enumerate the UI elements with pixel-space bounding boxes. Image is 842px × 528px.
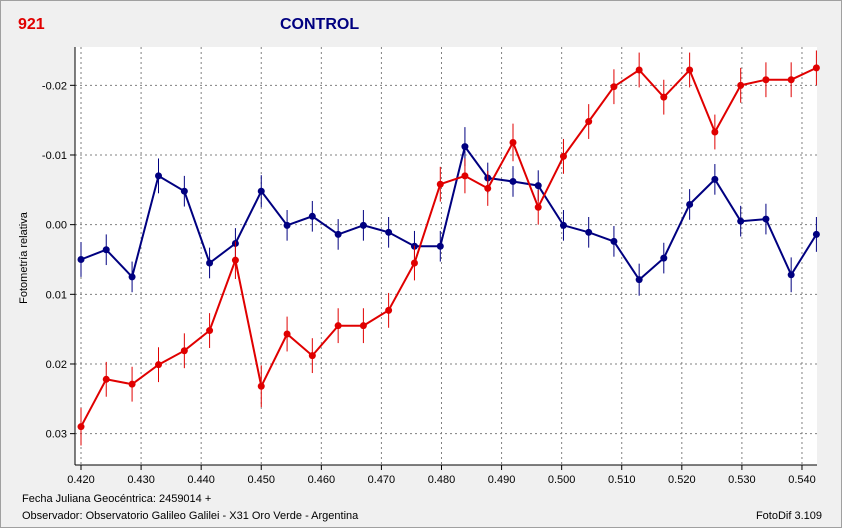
series-1-point: [737, 217, 745, 225]
series-1-point: [711, 175, 719, 183]
series-2-point: [410, 259, 418, 267]
x-tick-label: 0.510: [608, 474, 636, 486]
series-2-point: [102, 375, 110, 383]
julian-date-label: Fecha Juliana Geocéntrica: 2459014 +: [22, 493, 212, 505]
series-2-point: [737, 81, 745, 89]
series-1-point: [660, 254, 668, 262]
series-2-point: [155, 361, 163, 369]
series-2-point: [534, 203, 542, 211]
y-tick-label: -0.02: [42, 80, 67, 92]
y-tick-label: 0.03: [46, 429, 67, 441]
y-tick-label: 0.01: [46, 289, 67, 301]
series-2-point: [359, 322, 367, 330]
series-2-point: [812, 64, 820, 72]
series-2-point: [787, 76, 795, 84]
series-1-point: [585, 228, 593, 236]
series-2-point: [334, 322, 342, 330]
x-tick-label: 0.500: [548, 474, 576, 486]
series-1-point: [534, 182, 542, 190]
series-1-point: [635, 276, 643, 284]
plot-background: [75, 47, 817, 465]
object-id: 921: [18, 16, 45, 33]
series-2-point: [660, 93, 668, 101]
y-tick-label: 0.00: [46, 220, 67, 232]
software-version: FotoDif 3.109: [755, 510, 822, 522]
x-tick-label: 0.450: [247, 474, 275, 486]
series-1-point: [686, 200, 694, 208]
series-1-point: [334, 230, 342, 238]
series-2-point: [206, 327, 214, 335]
series-2-point: [436, 180, 444, 188]
series-2-line: [80, 66, 817, 428]
series-1-point: [77, 255, 85, 263]
x-tick-label: 0.490: [488, 474, 516, 486]
series-2-point: [484, 184, 492, 192]
series-2-point: [385, 306, 393, 314]
series-2-point: [762, 76, 770, 84]
series-1-point: [610, 237, 618, 245]
series-1-point: [787, 271, 795, 279]
series-2-point: [180, 347, 188, 355]
series-1-point: [180, 187, 188, 195]
series-2-point: [77, 423, 85, 431]
series-1-point: [206, 259, 214, 267]
series-2-point: [231, 256, 239, 264]
series-2-point: [711, 128, 719, 136]
series-1-point: [509, 177, 517, 185]
series-2-point: [308, 352, 316, 360]
series-2-point: [461, 172, 469, 180]
series-1-point: [359, 221, 367, 229]
series-2-point: [635, 66, 643, 74]
series-1-point: [436, 242, 444, 250]
series-2-point: [509, 138, 517, 146]
series-1-point: [155, 172, 163, 180]
series-1-point: [762, 215, 770, 223]
series-1-point: [128, 273, 136, 281]
series-1-point: [308, 212, 316, 220]
series-1-point: [385, 228, 393, 236]
observer-label: Observador: Observatorio Galileo Galilei…: [22, 510, 359, 522]
chart-title: CONTROL: [280, 16, 360, 33]
x-tick-label: 0.420: [67, 474, 95, 486]
x-tick-label: 0.430: [127, 474, 155, 486]
y-tick-label: 0.02: [46, 359, 67, 371]
series-1-point: [283, 221, 291, 229]
series-1-point: [559, 221, 567, 229]
series-1-point: [812, 230, 820, 238]
series-1-point: [257, 187, 265, 195]
x-tick-label: 0.480: [428, 474, 456, 486]
x-tick-label: 0.470: [368, 474, 396, 486]
x-tick-label: 0.540: [788, 474, 816, 486]
x-tick-label: 0.530: [728, 474, 756, 486]
series-2-point: [686, 66, 694, 74]
y-tick-label: -0.01: [42, 150, 67, 162]
series-2-point: [257, 382, 265, 390]
series-2-point: [610, 83, 618, 91]
series-1-point: [461, 143, 469, 151]
x-tick-label: 0.460: [308, 474, 336, 486]
series-1-point: [102, 246, 110, 254]
x-tick-label: 0.440: [187, 474, 215, 486]
series-2-point: [283, 330, 291, 338]
series-1-line: [80, 144, 818, 282]
x-tick-label: 0.520: [668, 474, 696, 486]
series-2-point: [559, 152, 567, 160]
series-2-point: [585, 118, 593, 126]
series-2-point: [128, 380, 136, 388]
